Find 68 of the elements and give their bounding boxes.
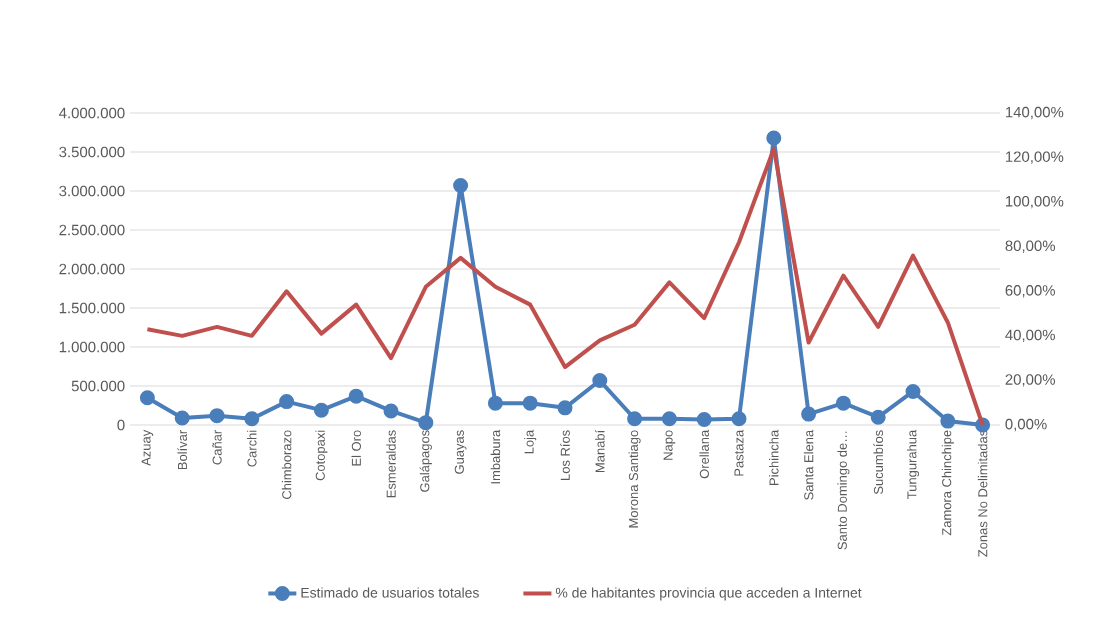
x-tick-label: Carchi bbox=[247, 430, 257, 467]
x-tick-label: Morona Santiago bbox=[628, 430, 641, 528]
point bbox=[801, 406, 817, 422]
x-tick-label: Manabí bbox=[594, 429, 605, 472]
point bbox=[279, 394, 295, 410]
point bbox=[627, 411, 643, 427]
y-tick-label: 0 bbox=[117, 419, 125, 431]
x-tick-label: Loja bbox=[524, 429, 537, 454]
y2-tick-label: 80,00% bbox=[1005, 240, 1055, 253]
x-tick-label: Esmeraldas bbox=[386, 430, 396, 498]
x-tick-label: Guayas bbox=[454, 430, 467, 474]
point bbox=[592, 373, 608, 389]
point bbox=[940, 413, 956, 429]
point bbox=[731, 411, 747, 427]
x-tick-label: Napo bbox=[663, 430, 676, 460]
y-tick-label: 4.000.000 bbox=[59, 107, 125, 119]
x-tick-label: El Oro bbox=[351, 430, 361, 466]
x-tick-label: Tungurahua bbox=[906, 429, 920, 499]
x-tick-label: Cotopaxi bbox=[315, 430, 328, 481]
point bbox=[522, 395, 538, 411]
y-tick-label: 3.000.000 bbox=[59, 185, 125, 197]
legend-label: Estimado de usuarios totales bbox=[301, 587, 479, 598]
point bbox=[139, 390, 155, 406]
y2-tick-label: 0,00% bbox=[1005, 418, 1047, 432]
point bbox=[209, 408, 225, 424]
point bbox=[453, 178, 469, 194]
x-tick-label: Sucumbíos bbox=[873, 430, 884, 495]
point bbox=[487, 395, 503, 411]
point bbox=[174, 410, 190, 426]
point bbox=[418, 415, 434, 431]
y-tick-label: 2.000.000 bbox=[59, 263, 125, 275]
point bbox=[313, 402, 329, 418]
x-tick-label: Cañar bbox=[212, 430, 222, 465]
x-tick-label: Pichincha bbox=[769, 429, 779, 485]
x-tick-label: Santo Domingo de… bbox=[837, 431, 850, 550]
y-tick-label: 2.500.000 bbox=[59, 224, 125, 236]
x-tick-label: Galápagos bbox=[419, 430, 432, 492]
point bbox=[905, 383, 921, 399]
x-tick-label: Pastaza bbox=[734, 429, 744, 476]
point bbox=[835, 395, 851, 411]
point bbox=[661, 411, 677, 427]
point bbox=[696, 412, 712, 428]
x-tick-label: Zamora Chinchipe bbox=[941, 430, 954, 536]
point bbox=[383, 403, 399, 419]
legend-label: % de habitantes provincia que acceden a Internet bbox=[555, 587, 862, 601]
x-tick-label: Bolívar bbox=[177, 430, 188, 470]
y-tick-label: 1.500.000 bbox=[59, 302, 125, 314]
x-tick-label: Orellana bbox=[699, 429, 709, 479]
point bbox=[244, 411, 260, 427]
y2-tick-label: 100,00% bbox=[1006, 195, 1064, 209]
y-tick-label: 1.000.000 bbox=[59, 341, 125, 353]
point bbox=[870, 409, 886, 425]
y-tick-label: 500.000 bbox=[71, 380, 125, 392]
x-tick-label: Los Ríos bbox=[560, 430, 570, 480]
point bbox=[557, 400, 573, 416]
y2-tick-label: 20,00% bbox=[1005, 374, 1055, 387]
x-tick-label: Chimborazo bbox=[281, 430, 292, 500]
point bbox=[766, 130, 782, 146]
y-tick-label: 3.500.000 bbox=[59, 146, 125, 158]
point bbox=[348, 388, 364, 404]
y2-tick-label: 140,00% bbox=[1006, 106, 1064, 120]
x-tick-label: Zonas No Delimitadas bbox=[977, 430, 988, 557]
y2-tick-label: 40,00% bbox=[1005, 329, 1055, 343]
x-tick-label: Imbabura bbox=[490, 429, 501, 484]
y2-tick-label: 60,00% bbox=[1005, 285, 1055, 298]
y2-tick-label: 120,00% bbox=[1006, 151, 1064, 164]
x-tick-label: Santa Elena bbox=[803, 429, 814, 500]
x-tick-label: Azuay bbox=[141, 429, 154, 466]
